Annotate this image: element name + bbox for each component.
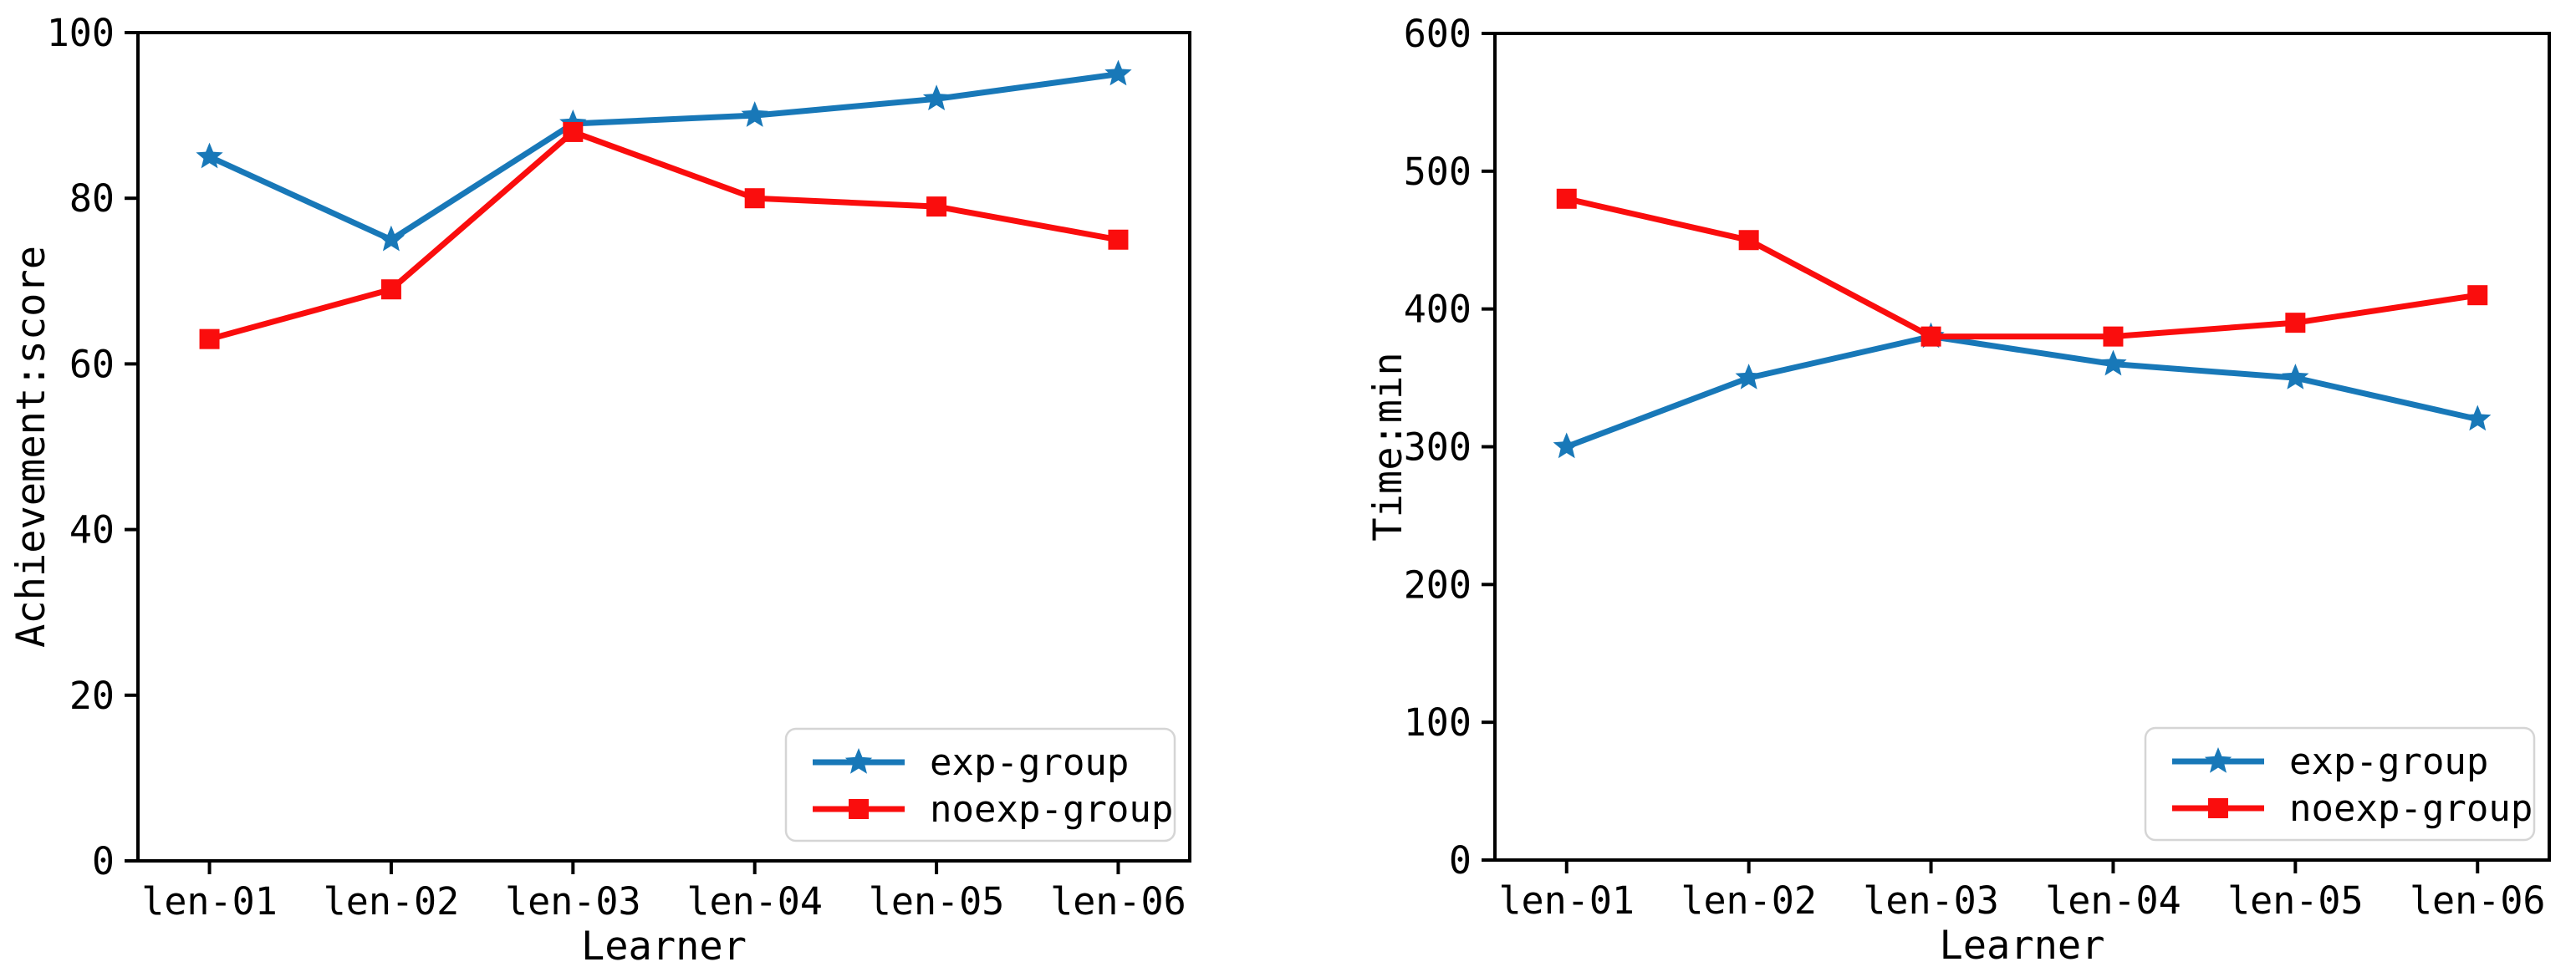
- x-tick-label: len-02: [324, 879, 460, 924]
- marker-noexp-group: [1738, 230, 1759, 251]
- legend-label-exp-group: exp-group: [2289, 741, 2488, 783]
- y-tick-label: 100: [47, 11, 115, 55]
- x-tick-label: len-06: [2410, 878, 2546, 923]
- x-tick-label: len-04: [2045, 878, 2181, 923]
- achievement-chart-svg: 0 20 40 60 80 100 len-01 len-02 len-03 len-04 len-…: [8, 11, 1191, 962]
- marker-noexp-group: [926, 196, 947, 217]
- x-tick-label: len-05: [869, 879, 1005, 924]
- x-tick-label: len-05: [2227, 878, 2364, 923]
- marker-exp-group: [2099, 349, 2127, 376]
- marker-noexp-group: [380, 279, 401, 300]
- x-tick-label: len-03: [505, 879, 641, 924]
- marker-exp-group: [196, 142, 223, 169]
- marker-noexp-group: [2285, 313, 2306, 333]
- x-tick-label: len-04: [686, 879, 823, 924]
- y-tick-label: 0: [1449, 838, 1472, 883]
- marker-exp-group: [741, 101, 768, 127]
- plot-border: [1493, 32, 2551, 862]
- marker-exp-group: [1104, 59, 1132, 86]
- series-line-exp-group: [1563, 333, 2481, 450]
- y-tick-label: 20: [69, 674, 115, 718]
- y-tick-label: 400: [1404, 288, 1472, 332]
- y-tick-label: 200: [1404, 562, 1472, 607]
- marker-exp-group: [2282, 364, 2309, 389]
- y-tick-label: 100: [1404, 700, 1472, 745]
- y-tick-label: 80: [69, 176, 115, 221]
- time-chart: 0 100 200 300 400 500 600 len-01 len-02 len-03 len…: [1288, 0, 2576, 962]
- marker-noexp-group: [2103, 326, 2124, 347]
- y-tick-label: 500: [1404, 150, 1472, 194]
- marker-exp-group: [1553, 432, 1580, 459]
- achievement-chart: 0 20 40 60 80 100 len-01 len-02 len-03 len-04 len-…: [8, 11, 1191, 962]
- marker-exp-group: [2464, 405, 2492, 431]
- series-line-exp-group: [207, 71, 1121, 243]
- legend-box: [784, 727, 1176, 842]
- marker-exp-group: [1735, 364, 1762, 389]
- x-axis-label: Learner: [581, 924, 747, 962]
- x-tick-label: len-03: [1863, 878, 1999, 923]
- legend-sample-marker-exp-group: [2204, 747, 2232, 773]
- x-tick-label: len-02: [1681, 878, 1817, 923]
- legend-label-noexp-group: noexp-group: [930, 788, 1173, 831]
- marker-noexp-group: [199, 328, 220, 349]
- marker-exp-group: [922, 84, 951, 110]
- y-tick-label: 60: [69, 342, 115, 386]
- y-tick-label: 0: [92, 839, 115, 883]
- legend-label-exp-group: exp-group: [930, 741, 1129, 784]
- y-tick-label: 600: [1404, 12, 1472, 56]
- x-tick-label: len-06: [1050, 879, 1186, 924]
- x-tick-label: len-01: [141, 879, 278, 924]
- y-tick-label: 40: [69, 508, 115, 552]
- legend-sample-marker-noexp-group: [849, 799, 869, 819]
- marker-noexp-group: [1108, 229, 1129, 250]
- marker-exp-group: [377, 225, 406, 252]
- legend-box: [2144, 726, 2536, 842]
- x-tick-label: len-01: [1498, 878, 1635, 923]
- time-chart-svg: 0 100 200 300 400 500 600 len-01 len-02 len-03 len…: [1288, 0, 2576, 962]
- marker-noexp-group: [744, 188, 765, 209]
- plot-border: [136, 31, 1191, 863]
- x-axis-label: Learner: [1939, 923, 2104, 962]
- y-tick-label: 300: [1404, 425, 1472, 470]
- marker-noexp-group: [1921, 326, 1941, 347]
- legend-sample-marker-noexp-group: [2208, 798, 2228, 818]
- marker-noexp-group: [1556, 188, 1577, 209]
- marker-noexp-group: [563, 121, 584, 142]
- marker-noexp-group: [2467, 285, 2488, 306]
- y-axis-label: Achievement:score: [8, 246, 54, 648]
- legend-label-noexp-group: noexp-group: [2289, 787, 2533, 830]
- series-line-noexp-group: [207, 128, 1121, 343]
- y-axis-label: Time:min: [1365, 352, 1411, 541]
- series-line-noexp-group: [1563, 196, 2481, 340]
- legend-sample-marker-exp-group: [844, 748, 873, 774]
